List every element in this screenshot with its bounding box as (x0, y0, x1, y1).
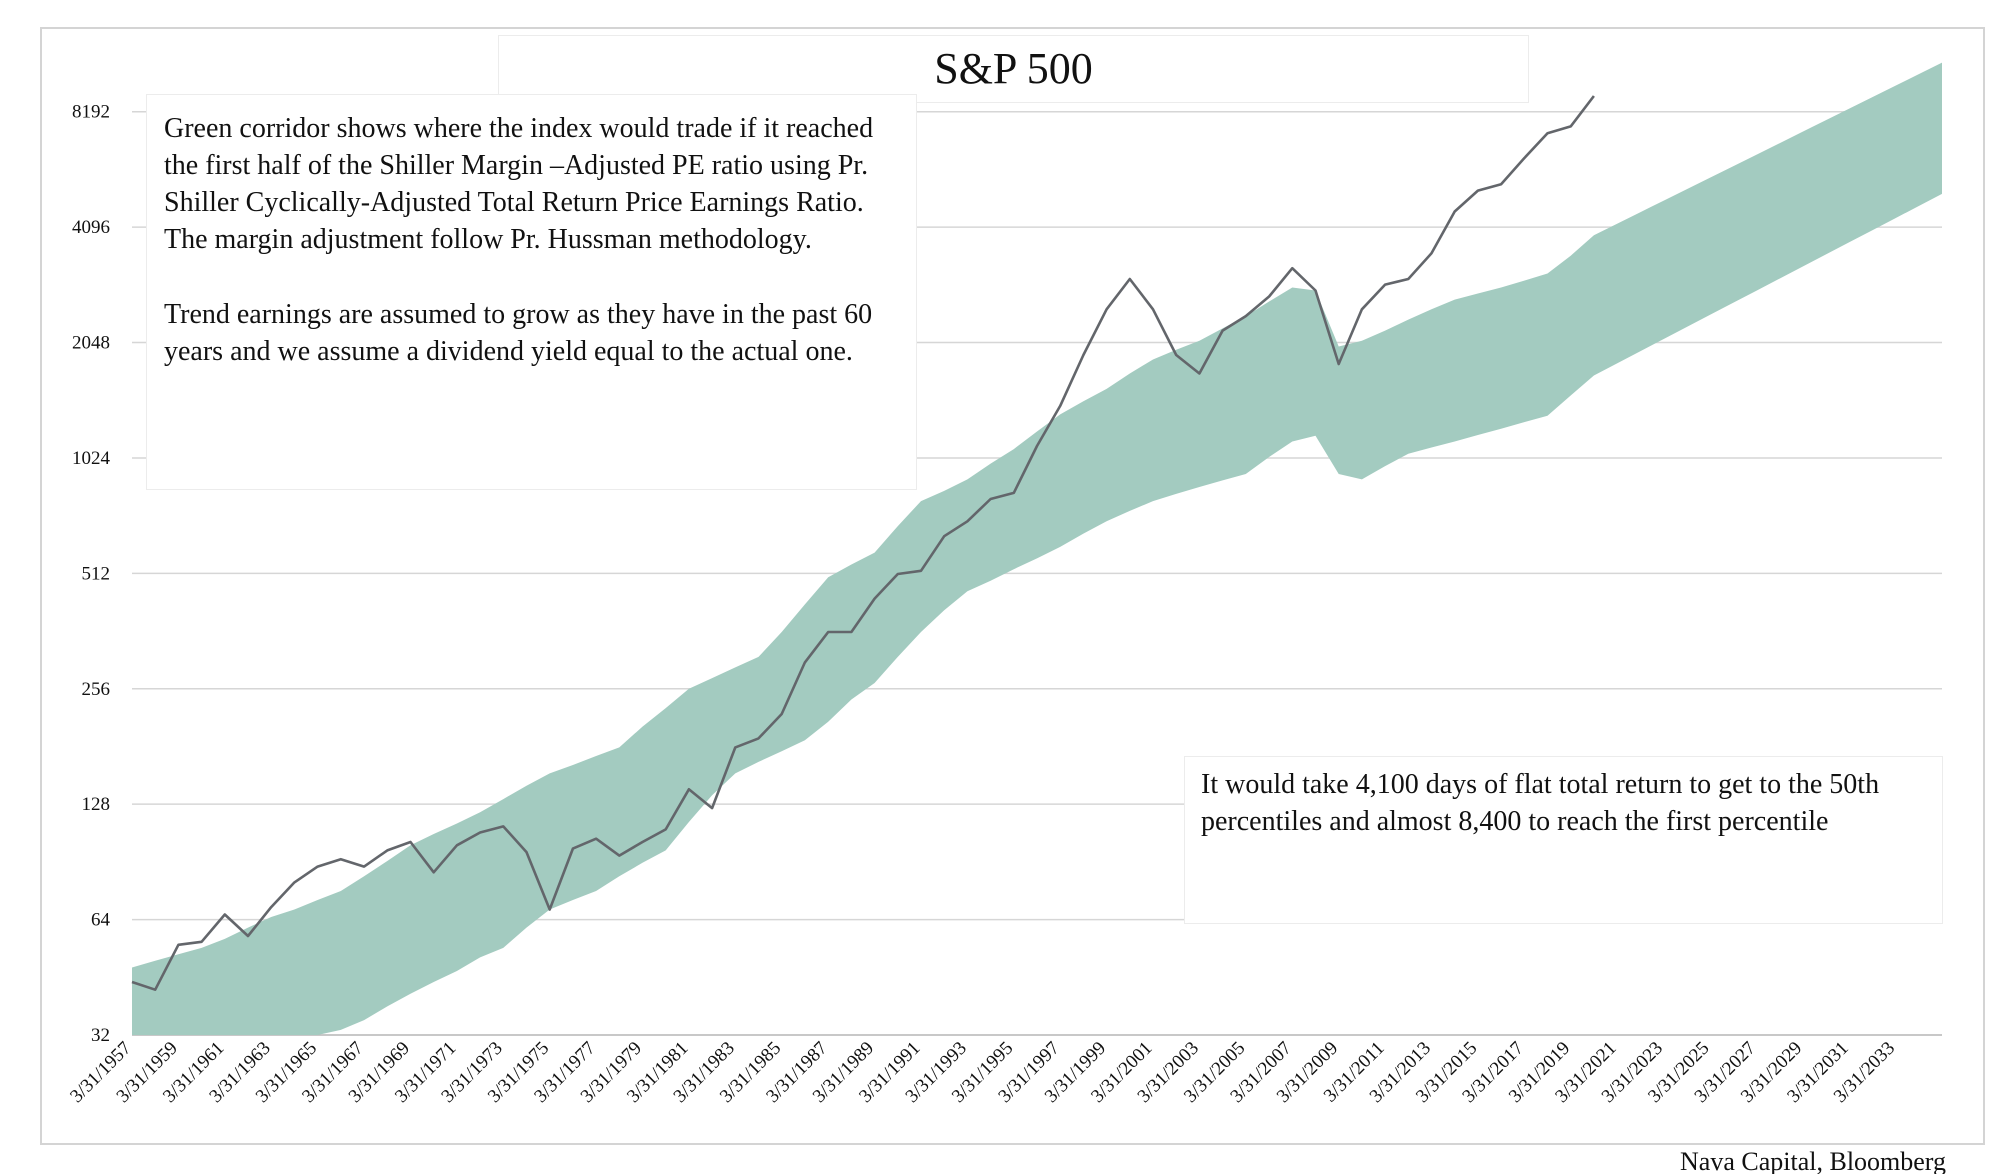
chart-title: S&P 500 (498, 35, 1529, 103)
annotation-text: Trend earnings are assumed to grow as th… (164, 299, 873, 367)
y-tick-label: 2048 (72, 333, 110, 354)
y-tick-label: 512 (82, 563, 111, 584)
y-tick-label: 128 (82, 794, 111, 815)
annotation-box: It would take 4,100 days of flat total r… (1184, 756, 1943, 924)
y-tick-label: 8192 (72, 102, 110, 123)
annotation-text: It would take 4,100 days of flat total r… (1201, 769, 1880, 837)
y-tick-label: 1024 (72, 448, 111, 469)
index-line (131, 95, 1595, 991)
y-tick-label: 32 (91, 1025, 110, 1046)
source: Nava Capital, Bloomberg (1680, 1147, 1946, 1174)
y-tick-label: 64 (91, 910, 111, 931)
y-tick-label: 4096 (72, 217, 110, 238)
annotation-box: Green corridor shows where the index wou… (146, 94, 917, 490)
chart-frame (40, 27, 1985, 1145)
annotation-text: Green corridor shows where the index wou… (164, 113, 874, 255)
y-tick-label: 256 (82, 679, 111, 700)
band-area (132, 62, 1942, 1036)
